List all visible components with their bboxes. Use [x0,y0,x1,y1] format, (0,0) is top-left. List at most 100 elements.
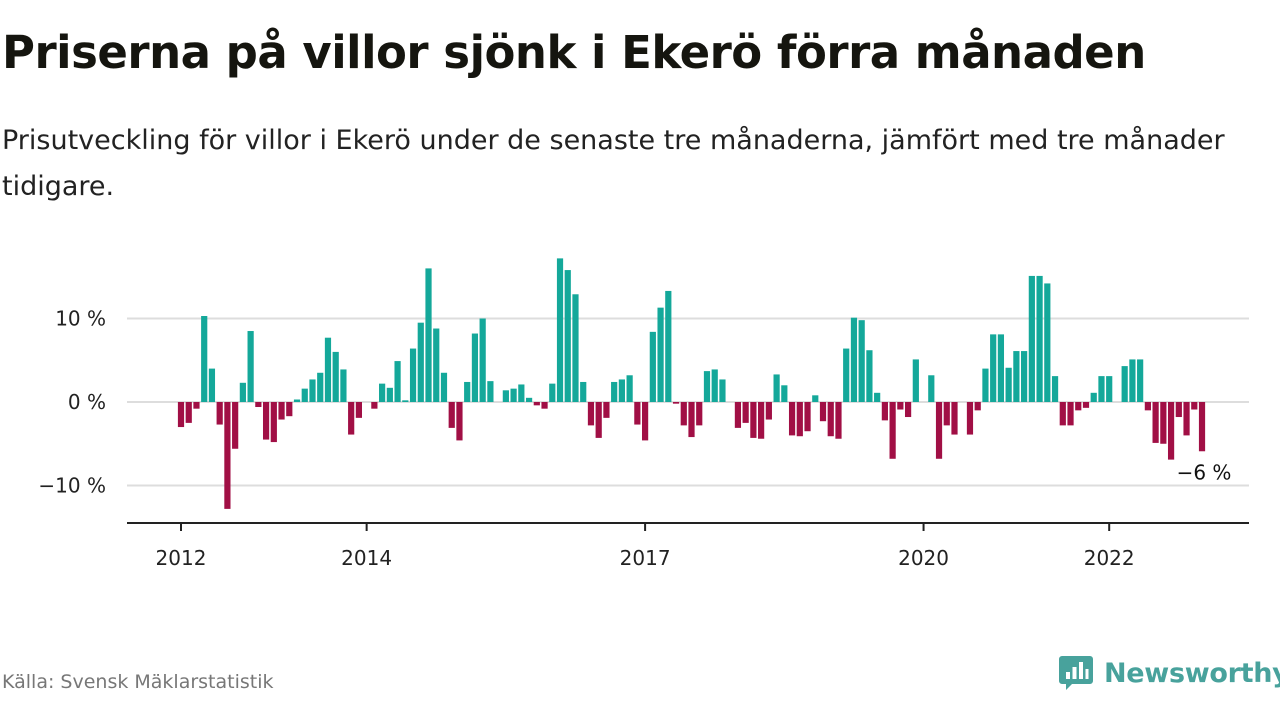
x-tick-label: 2012 [156,546,207,570]
bar [208,368,216,402]
bar [580,381,587,402]
bar [974,402,981,411]
bar [966,402,974,435]
x-tick-label: 2020 [898,546,949,570]
bar [912,359,919,402]
bar [881,402,888,421]
bar [1106,376,1113,402]
source-note: Källa: Svensk Mäklarstatistik [2,671,274,693]
bar [1198,402,1206,452]
bar [1144,402,1151,411]
y-tick-label: −10 % [38,474,106,498]
bar [1075,402,1082,411]
bars [177,258,1206,509]
bar [1183,402,1190,436]
bar [897,402,904,410]
bar [1013,351,1020,402]
bar [185,402,192,423]
bar [696,402,703,426]
bar [935,402,943,459]
bar [1021,351,1028,402]
bar [788,402,796,436]
bar [611,381,618,402]
bar [386,387,393,402]
bar [672,402,680,404]
bar [247,331,254,402]
bar [193,402,200,409]
bar [866,350,873,402]
bar [549,383,556,402]
bar [1098,376,1105,402]
newsworthy-logo-icon [1059,656,1093,690]
bar [255,402,262,408]
bar [889,402,896,459]
bar [688,402,695,438]
bar [433,328,440,402]
bar [556,258,564,402]
bar [804,402,811,432]
chart-subtitle: Prisutveckling för villor i Ekerö under … [2,125,1225,202]
bar [874,392,881,402]
bar [1051,376,1059,402]
bar [340,369,347,402]
bar [301,388,308,402]
bar [1152,402,1159,443]
bar [379,383,386,402]
bar [796,402,803,437]
bar [711,369,718,402]
bar [518,384,525,402]
bar [1005,367,1012,402]
bar [773,374,780,402]
bar [456,402,463,441]
bar [479,318,486,402]
bar [703,371,711,402]
bar [734,402,742,428]
bar [270,402,277,443]
y-tick-label: 0 % [68,390,106,414]
bar [742,402,749,423]
bar [533,402,540,406]
bar [990,334,997,402]
bar [587,402,595,426]
bar [417,322,424,403]
bar [239,382,246,402]
bar [595,402,602,438]
bar [819,402,827,422]
bar [843,348,850,402]
brand-logo[interactable]: Newsworthy [1058,654,1280,692]
bar [293,399,301,402]
bar [177,402,185,428]
bar [928,375,935,402]
bar [657,307,664,402]
bar [262,402,270,440]
bar [982,368,989,402]
bar [394,361,401,402]
bar [765,402,772,420]
chart-title: Priserna på villor sjönk i Ekerö förra m… [2,26,1146,79]
bar [502,390,509,402]
bar [224,402,231,509]
bar [1121,366,1128,402]
bar [216,402,223,425]
bar [371,402,378,409]
bar [317,372,324,402]
bar [750,402,757,438]
bar [665,290,672,402]
bar [487,381,494,403]
bar [997,334,1005,402]
bar [812,395,819,402]
bar [286,402,293,417]
bar [758,402,765,439]
bar [409,348,417,402]
bar [642,402,649,441]
bar [1036,275,1043,402]
bar [1191,402,1198,410]
bar [471,333,479,402]
x-tick-label: 2014 [341,546,392,570]
bar [572,294,579,402]
bar [440,372,448,402]
bar [448,402,455,428]
bar [649,331,656,402]
bar [564,270,571,402]
